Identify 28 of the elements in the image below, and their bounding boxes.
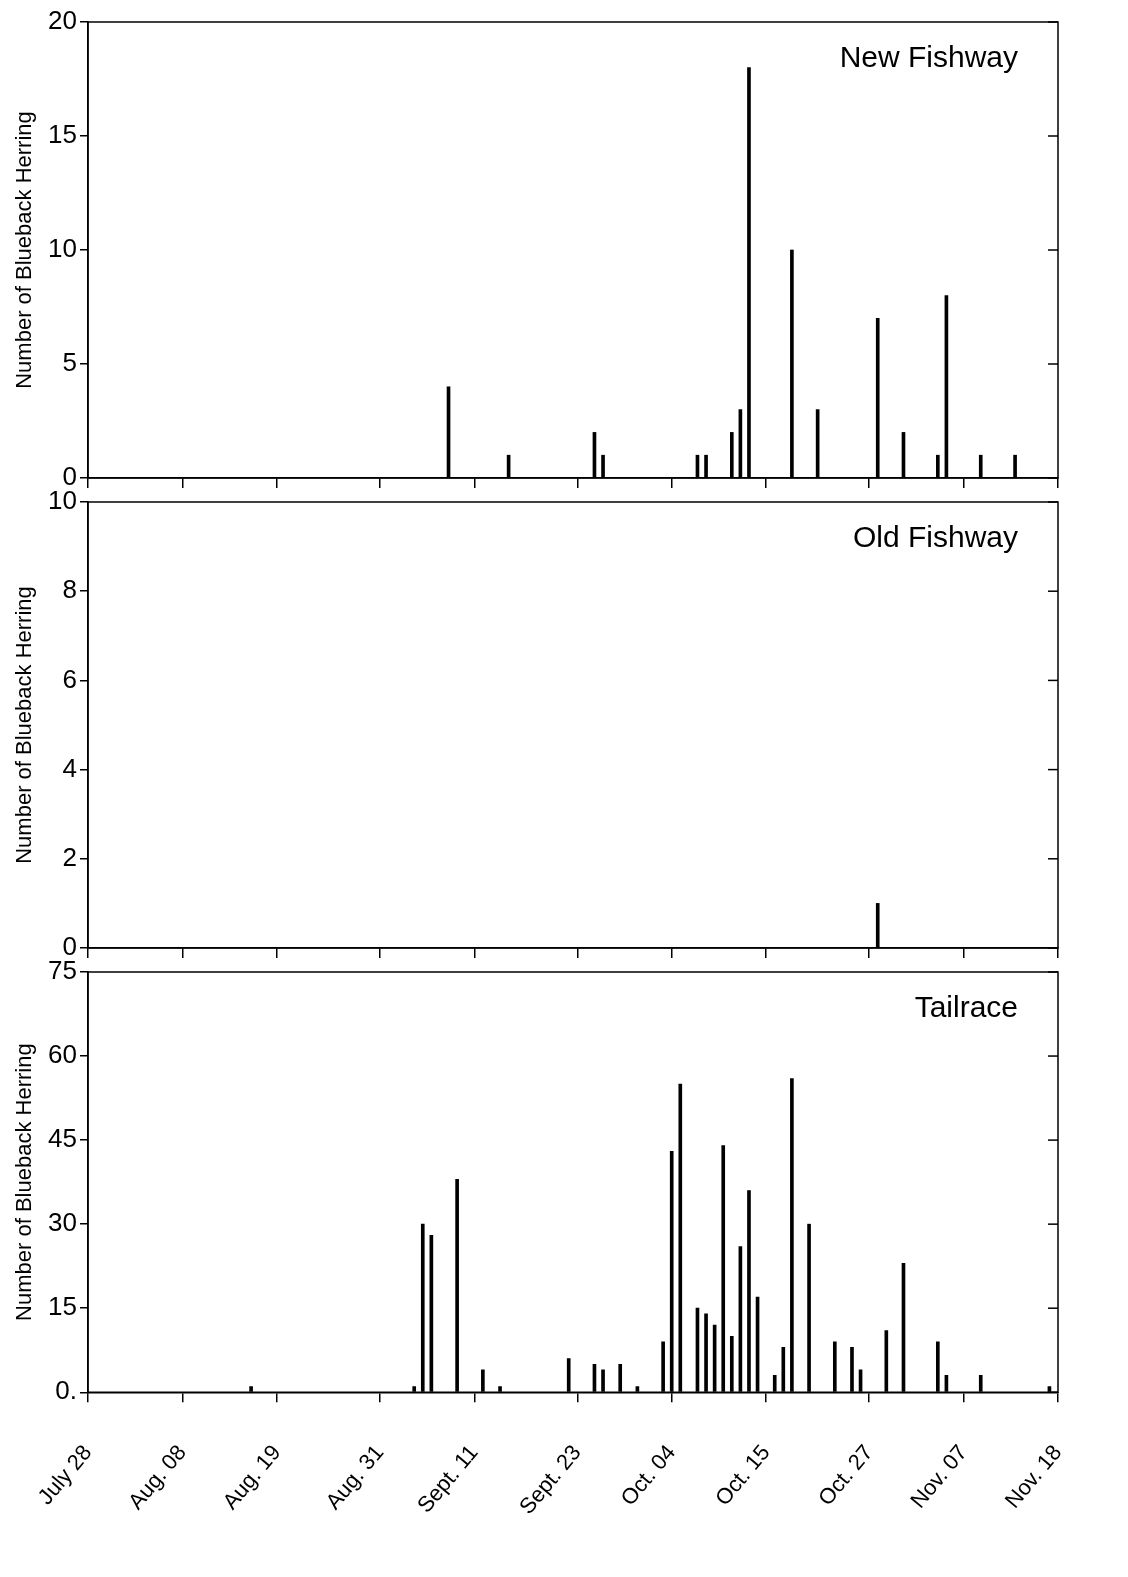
- x-tick-label: Nov. 07: [905, 1439, 973, 1513]
- x-tick-label: Aug. 31: [320, 1439, 389, 1514]
- x-tick-label: July 28: [32, 1439, 97, 1510]
- text: New Fishway: [839, 40, 1018, 74]
- y-tick-label: 0.: [55, 1375, 77, 1406]
- x-tick-label: Aug. 19: [217, 1439, 286, 1514]
- y-tick-label: 10: [48, 233, 77, 264]
- x-tick-label: Nov. 18: [999, 1439, 1067, 1513]
- x-tick-label: Oct. 15: [709, 1439, 775, 1511]
- y-axis-title: Number of Blueback Herring: [11, 111, 37, 389]
- y-tick-label: 2: [62, 841, 77, 872]
- y-tick-label: 20: [48, 5, 77, 36]
- y-tick-label: 5: [62, 347, 77, 378]
- x-tick-label: Aug. 08: [123, 1439, 191, 1514]
- y-tick-label: 4: [62, 752, 77, 783]
- text: Old Fishway: [852, 520, 1018, 554]
- y-tick-label: 15: [48, 1291, 77, 1322]
- y-tick-label: 45: [48, 1123, 77, 1154]
- y-tick-label: 15: [48, 119, 77, 150]
- y-tick-label: 6: [62, 663, 77, 694]
- y-tick-label: 60: [48, 1039, 77, 1070]
- y-tick-label: 30: [48, 1207, 77, 1238]
- x-tick-label: Oct. 27: [812, 1439, 878, 1511]
- y-axis-title: Number of Blueback Herring: [11, 1043, 37, 1321]
- text: Tailrace: [914, 990, 1018, 1024]
- x-tick-label: Oct. 04: [615, 1439, 681, 1511]
- y-tick-label: 8: [62, 574, 77, 605]
- y-axis-title: Number of Blueback Herring: [11, 586, 37, 864]
